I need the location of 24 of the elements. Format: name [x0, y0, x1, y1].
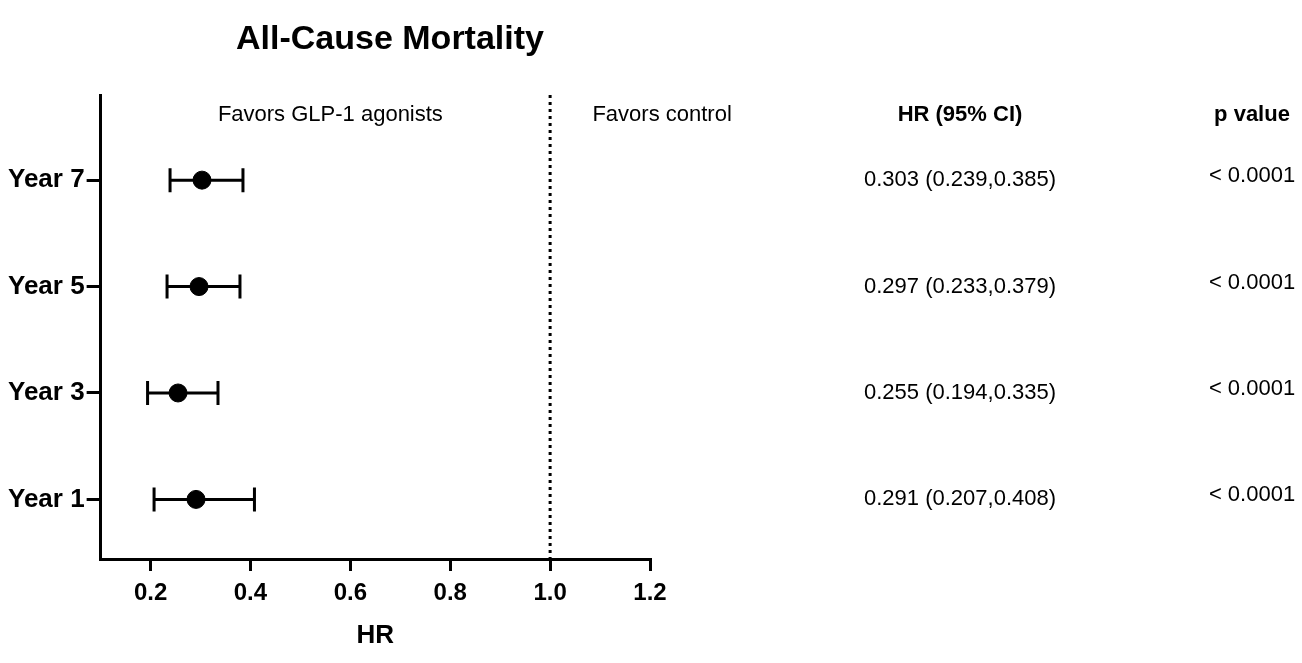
text: < 0.0001 — [1208, 375, 1296, 401]
y-tick-label: Year 7 — [7, 163, 85, 194]
x-tick-label: 0.4 — [233, 578, 268, 606]
data-label: 0.255 (0.194,0.335) — [863, 379, 1057, 405]
y-tick-label: Year 5 — [7, 269, 85, 300]
x-tick-label: 0.6 — [333, 578, 368, 606]
y-tick-label: Year 1 — [7, 482, 85, 513]
x-axis-title: HR — [356, 618, 395, 649]
x-tick-label: 1.0 — [533, 578, 567, 606]
text: < 0.0001 — [1208, 162, 1296, 188]
x-tick-label: 0.8 — [433, 578, 467, 606]
text: HR (95% CI) — [897, 101, 1023, 127]
x-tick-label: 0.2 — [133, 578, 168, 606]
data-label: 0.297 (0.233,0.379) — [863, 272, 1057, 298]
annotation: Favors control — [592, 101, 732, 127]
text: < 0.0001 — [1208, 481, 1296, 507]
annotation: Favors GLP-1 agonists — [217, 101, 443, 127]
chart-title: All-Cause Mortality — [236, 18, 545, 57]
text: p value — [1214, 101, 1290, 127]
y-tick-label: Year 3 — [7, 376, 85, 407]
data-label: 0.291 (0.207,0.408) — [863, 485, 1057, 511]
text: < 0.0001 — [1208, 268, 1296, 294]
x-tick-label: 1.2 — [633, 578, 667, 606]
data-label: 0.303 (0.239,0.385) — [863, 166, 1057, 192]
